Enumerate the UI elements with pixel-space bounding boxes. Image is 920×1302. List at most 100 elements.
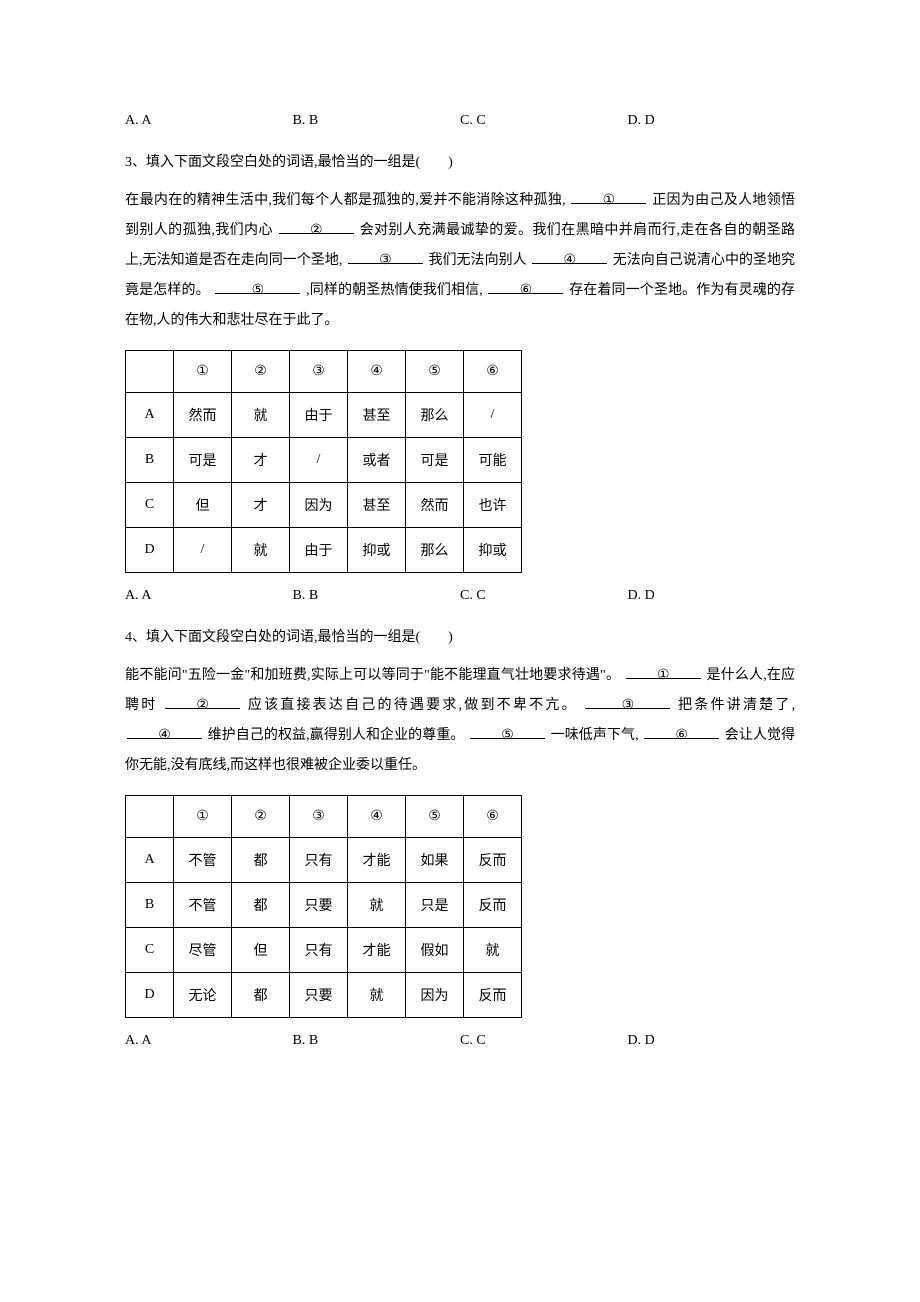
q3-r0c2: 就 [232,393,290,438]
q4-opt-c: C. C [460,1030,628,1052]
q2-opt-b: B. B [293,110,461,132]
q3-th-2: ② [232,351,290,393]
q4-text-4: 把条件讲清楚了, [678,698,795,713]
q4-stem: 4、填入下面文段空白处的词语,最恰当的一组是( ) [125,623,795,653]
q3-blank-5: ⑤ [215,276,300,294]
q4-r2c2: 但 [232,928,290,973]
q4-blank-2: ② [165,691,240,709]
q4-options: A. A B. B C. C D. D [125,1030,795,1052]
q4-r0c2: 都 [232,838,290,883]
q3-r2c4: 甚至 [348,483,406,528]
q4-r3c4: 就 [348,973,406,1018]
q3-text-1: 在最内在的精神生活中,我们每个人都是孤独的,爱并不能消除这种孤独, [125,193,566,208]
q4-th-1: ① [174,796,232,838]
q3-th-4: ④ [348,351,406,393]
q3-r0c1: 然而 [174,393,232,438]
q3-r2c5: 然而 [406,483,464,528]
table-row: C 尽管 但 只有 才能 假如 就 [126,928,522,973]
q4-th-5: ⑤ [406,796,464,838]
q3-blank-4: ④ [532,246,607,264]
q4-r1c1: 不管 [174,883,232,928]
q4-text-3: 应该直接表达自己的待遇要求,做到不卑不亢。 [248,698,578,713]
q4-blank-5: ⑤ [470,721,545,739]
q3-paragraph: 在最内在的精神生活中,我们每个人都是孤独的,爱并不能消除这种孤独, ① 正因为由… [125,186,795,336]
q4-blank-4: ④ [127,721,202,739]
table-row: D 无论 都 只要 就 因为 反而 [126,973,522,1018]
q4-text-6: 一味低声下气, [551,728,639,743]
q3-r3c3: 由于 [290,528,348,573]
q3-r2c3: 因为 [290,483,348,528]
q4-opt-a: A. A [125,1030,293,1052]
q4-text-1: 能不能问"五险一金"和加班费,实际上可以等同于"能不能理直气壮地要求待遇"。 [125,668,620,683]
q3-table: ① ② ③ ④ ⑤ ⑥ A 然而 就 由于 甚至 那么 / B 可是 才 / 或… [125,350,522,573]
q4-th-4: ④ [348,796,406,838]
table-row: ① ② ③ ④ ⑤ ⑥ [126,351,522,393]
q4-th-6: ⑥ [464,796,522,838]
q3-text-6: ,同样的朝圣热情使我们相信, [306,283,483,298]
q3-r0c4: 甚至 [348,393,406,438]
q3-r3c4: 抑或 [348,528,406,573]
q4-paragraph: 能不能问"五险一金"和加班费,实际上可以等同于"能不能理直气壮地要求待遇"。 ①… [125,661,795,781]
q4-r3c2: 都 [232,973,290,1018]
q3-r1c0: B [126,438,174,483]
q4-r1c5: 只是 [406,883,464,928]
q3-opt-a: A. A [125,585,293,607]
q4-r2c6: 就 [464,928,522,973]
q4-opt-b: B. B [293,1030,461,1052]
q2-options: A. A B. B C. C D. D [125,110,795,132]
q3-blank-2: ② [279,216,354,234]
q4-opt-d: D. D [628,1030,796,1052]
q3-th-0 [126,351,174,393]
q4-r1c4: 就 [348,883,406,928]
table-row: C 但 才 因为 甚至 然而 也许 [126,483,522,528]
q4-r0c1: 不管 [174,838,232,883]
table-row: A 然而 就 由于 甚至 那么 / [126,393,522,438]
q4-r0c0: A [126,838,174,883]
q3-r2c2: 才 [232,483,290,528]
q3-opt-b: B. B [293,585,461,607]
q3-r3c1: / [174,528,232,573]
q3-r2c0: C [126,483,174,528]
q3-text-4: 我们无法向别人 [428,253,526,268]
q4-r3c0: D [126,973,174,1018]
q3-blank-1: ① [571,186,646,204]
q3-th-6: ⑥ [464,351,522,393]
q3-r3c0: D [126,528,174,573]
q4-r0c6: 反而 [464,838,522,883]
q4-r3c6: 反而 [464,973,522,1018]
q2-opt-a: A. A [125,110,293,132]
q4-r3c1: 无论 [174,973,232,1018]
q4-text-5: 维护自己的权益,赢得别人和企业的尊重。 [208,728,465,743]
q3-r1c3: / [290,438,348,483]
q3-r1c6: 可能 [464,438,522,483]
q3-r0c3: 由于 [290,393,348,438]
q4-table: ① ② ③ ④ ⑤ ⑥ A 不管 都 只有 才能 如果 反而 B 不管 都 只要… [125,795,522,1018]
q3-blank-6: ⑥ [488,276,563,294]
q3-r2c1: 但 [174,483,232,528]
q3-opt-d: D. D [628,585,796,607]
q4-r0c3: 只有 [290,838,348,883]
q2-opt-c: C. C [460,110,628,132]
q3-r3c6: 抑或 [464,528,522,573]
table-row: ① ② ③ ④ ⑤ ⑥ [126,796,522,838]
q4-blank-1: ① [626,661,701,679]
q3-th-5: ⑤ [406,351,464,393]
q4-r2c5: 假如 [406,928,464,973]
q4-r2c4: 才能 [348,928,406,973]
q4-th-2: ② [232,796,290,838]
q3-stem: 3、填入下面文段空白处的词语,最恰当的一组是( ) [125,148,795,178]
q3-r1c4: 或者 [348,438,406,483]
q3-r1c1: 可是 [174,438,232,483]
q3-options: A. A B. B C. C D. D [125,585,795,607]
q3-th-1: ① [174,351,232,393]
table-row: B 不管 都 只要 就 只是 反而 [126,883,522,928]
q2-opt-d: D. D [628,110,796,132]
q4-r3c3: 只要 [290,973,348,1018]
q4-r2c3: 只有 [290,928,348,973]
q3-r1c5: 可是 [406,438,464,483]
q4-blank-3: ③ [585,691,670,709]
table-row: D / 就 由于 抑或 那么 抑或 [126,528,522,573]
q4-th-3: ③ [290,796,348,838]
q4-r3c5: 因为 [406,973,464,1018]
q4-r1c2: 都 [232,883,290,928]
